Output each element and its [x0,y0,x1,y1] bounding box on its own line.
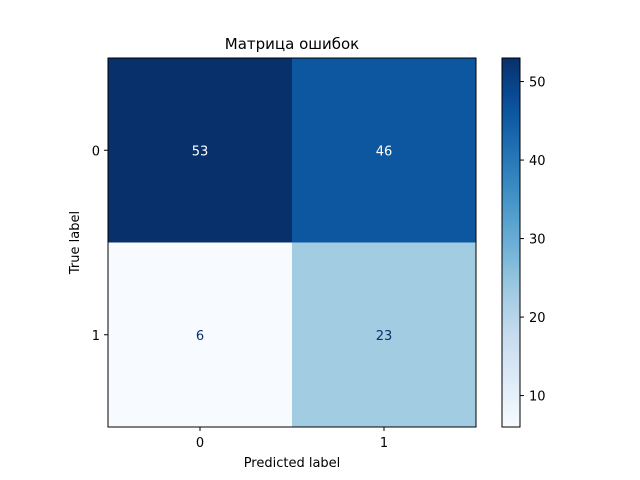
y-axis-ticks: 01 [92,144,108,344]
colorbar-tick-label: 30 [529,233,546,248]
colorbar-tick-label: 40 [529,154,546,169]
colorbar-tick-label: 10 [529,390,546,405]
colorbar-tick-label: 20 [529,311,546,326]
colorbar-tick-label: 50 [529,76,546,91]
cell-value-label: 6 [196,329,204,344]
y-tick-label: 0 [92,144,100,159]
x-axis-label: Predicted label [244,456,341,471]
matrix-cell [292,58,477,243]
x-tick-label: 1 [380,436,388,451]
cell-value-label: 53 [192,144,209,159]
y-tick-label: 1 [92,329,100,344]
matrix-cell [108,242,293,428]
matrix-cell [108,58,293,243]
heatmap-cells: 53 46 6 23 [108,58,477,428]
plot-frame [107,57,477,428]
matrix-cell [292,242,477,428]
cell-value-label: 23 [376,329,393,344]
y-axis-label: True label [68,211,83,275]
colorbar [501,57,521,428]
colorbar-ticks: 10 20 30 40 50 [520,76,546,405]
cell-value-label: 46 [376,144,393,159]
x-tick-label: 0 [196,436,204,451]
chart-title: Матрица ошибок [225,35,359,53]
